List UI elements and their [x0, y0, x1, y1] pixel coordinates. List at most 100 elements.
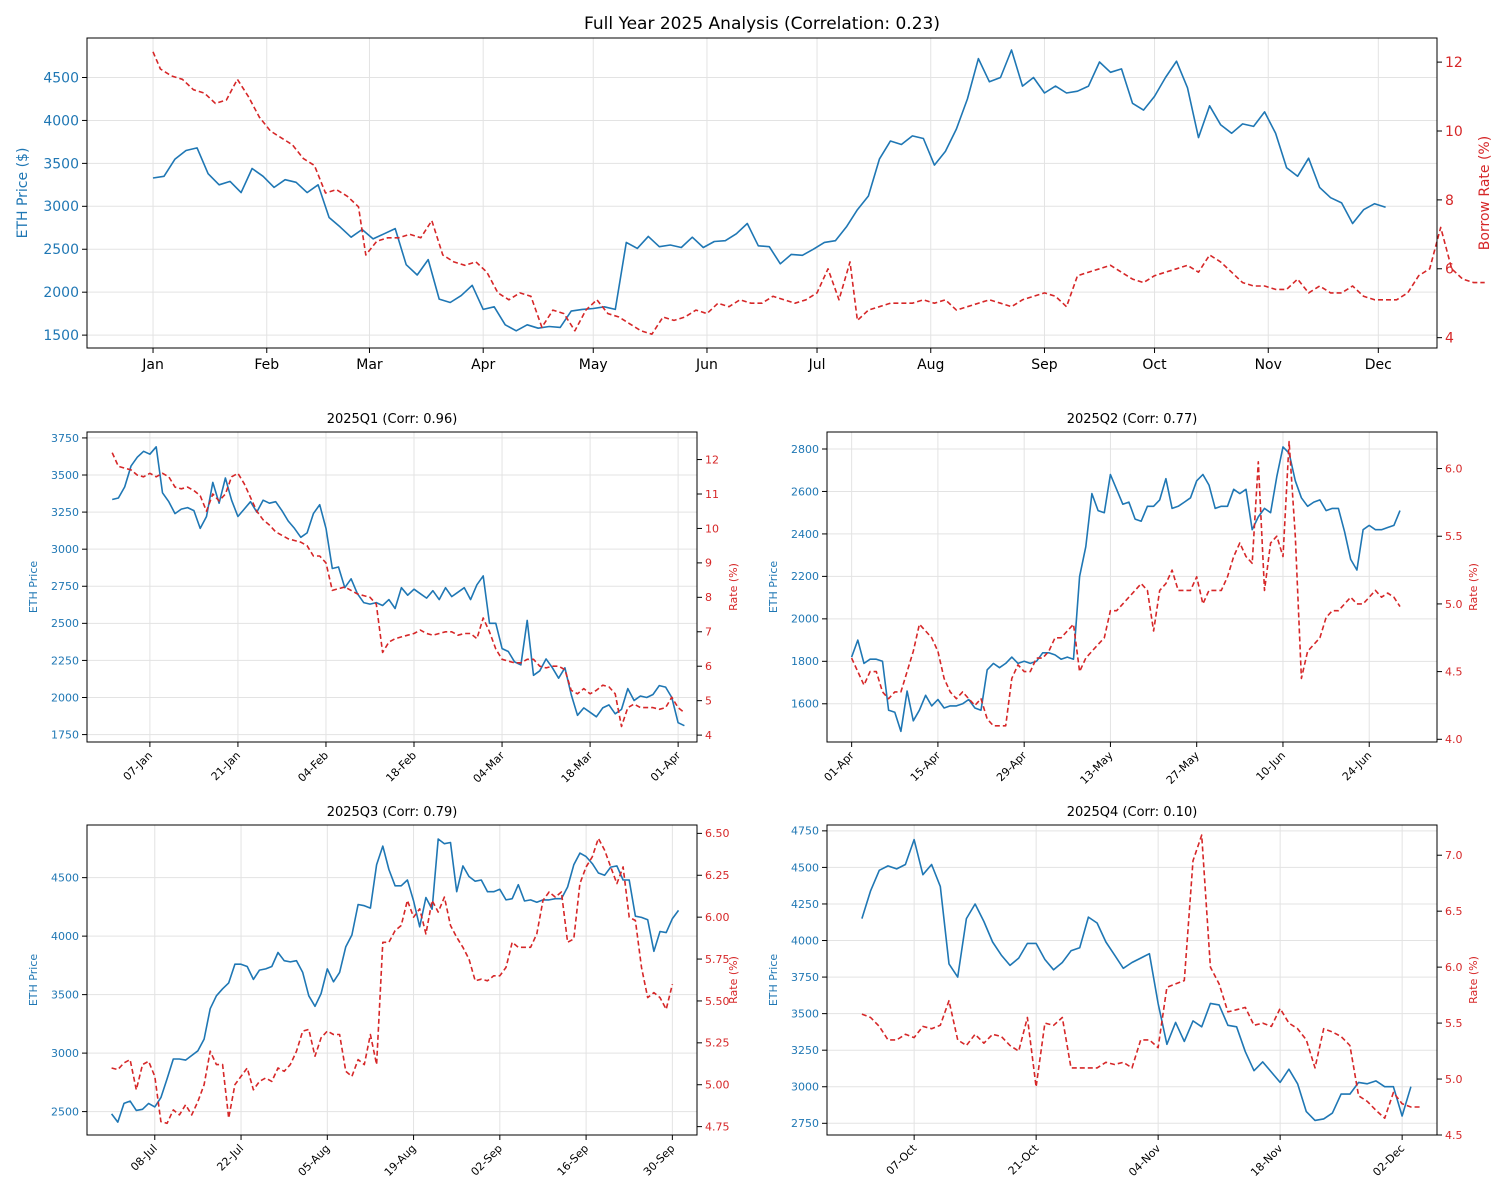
xtick-label: Dec — [1365, 357, 1392, 373]
ytick-label-left: 3500 — [791, 1007, 819, 1020]
ytick-label-right: 5.5 — [1445, 530, 1463, 543]
plot-frame — [826, 431, 1438, 743]
xtick-label: 21-Jan — [209, 749, 243, 783]
xtick-label: 02-Sep — [468, 1142, 505, 1179]
ytick-label-right: 4.5 — [1445, 665, 1463, 678]
eth-price-line-full — [152, 49, 1386, 332]
ytick-label-left: 3250 — [51, 506, 79, 519]
eth-price-line-q2 — [850, 446, 1401, 733]
xtick-label: 07-Jan — [121, 749, 155, 783]
ytick-label-right: 6 — [1445, 262, 1454, 278]
ytick-label-left: 2800 — [791, 443, 819, 456]
xtick-label: Sep — [1031, 357, 1058, 373]
ytick-label-right: 6.5 — [1445, 905, 1463, 918]
borrow-rate-line-q3 — [111, 837, 674, 1125]
ytick-label-right: 5.25 — [705, 1037, 730, 1050]
ytick-label-left: 4000 — [791, 934, 819, 947]
plot-frame — [86, 37, 1438, 349]
ylabel-right: Rate (%) — [1467, 956, 1480, 1004]
ytick-label-left: 2600 — [791, 485, 819, 498]
ytick-label-right: 6.0 — [1445, 961, 1463, 974]
ytick-label-left: 2750 — [51, 580, 79, 593]
xtick-label: Apr — [471, 357, 495, 373]
ytick-label-right: 4.5 — [1445, 1129, 1463, 1142]
ytick-label-right: 4.75 — [705, 1120, 730, 1133]
xtick-label: 18-Feb — [383, 749, 419, 785]
xtick-label: Jun — [695, 357, 718, 373]
ytick-label-left: 3000 — [43, 199, 79, 215]
ytick-label-right: 4 — [705, 729, 712, 742]
ytick-label-right: 4 — [1445, 331, 1454, 347]
ylabel-right: Rate (%) — [727, 563, 740, 611]
ytick-label-left: 2000 — [51, 691, 79, 704]
ytick-label-left: 2500 — [51, 1105, 79, 1118]
ytick-label-left: 2500 — [43, 242, 79, 258]
ytick-label-left: 3000 — [51, 543, 79, 556]
ytick-label-left: 4500 — [791, 861, 819, 874]
borrow-rate-line-q2 — [850, 440, 1401, 727]
ytick-label-right: 12 — [705, 453, 719, 466]
plot-frame — [86, 824, 698, 1136]
ytick-label-right: 5.50 — [705, 995, 730, 1008]
ytick-label-right: 5.5 — [1445, 1017, 1463, 1030]
ytick-label-left: 4500 — [51, 871, 79, 884]
ytick-label-left: 1500 — [43, 328, 79, 344]
plot-frame — [826, 824, 1438, 1136]
ylabel-right: Rate (%) — [727, 956, 740, 1004]
ytick-label-right: 4.0 — [1445, 733, 1463, 746]
xtick-label: 18-Nov — [1248, 1142, 1285, 1179]
ytick-label-right: 5.0 — [1445, 1073, 1463, 1086]
xtick-label: 30-Sep — [641, 1142, 678, 1179]
ylabel-right: Rate (%) — [1467, 563, 1480, 611]
xtick-label: 02-Dec — [1370, 1142, 1407, 1179]
xtick-label: 24-Jun — [1340, 749, 1375, 784]
ytick-label-right: 5.00 — [705, 1079, 730, 1092]
ytick-label-right: 6 — [705, 660, 712, 673]
xtick-label: 04-Nov — [1126, 1142, 1163, 1179]
ytick-label-right: 10 — [1445, 124, 1463, 140]
xtick-label: 29-Apr — [994, 749, 1030, 785]
xtick-label: Oct — [1142, 357, 1167, 373]
chart-title: 2025Q4 (Corr: 0.10) — [1067, 805, 1198, 820]
xtick-label: 01-Apr — [648, 749, 684, 785]
xtick-label: 10-Jun — [1254, 749, 1289, 784]
ytick-label-left: 2400 — [791, 528, 819, 541]
ytick-label-right: 12 — [1445, 55, 1463, 71]
ylabel-left: ETH Price — [767, 561, 780, 614]
ytick-label-left: 3000 — [791, 1081, 819, 1094]
xtick-label: Feb — [254, 357, 279, 373]
ytick-label-left: 2200 — [791, 570, 819, 583]
chart-panel-q4: 2750 3000 3250 3500 3750 4000 4250 4500 4750 4.5 5… — [767, 805, 1480, 1179]
ytick-label-left: 4000 — [51, 930, 79, 943]
ytick-label-left: 4500 — [43, 70, 79, 86]
xtick-label: 27-May — [1164, 749, 1202, 787]
ytick-label-right: 5.75 — [705, 953, 730, 966]
chart-title: Full Year 2025 Analysis (Correlation: 0.… — [584, 14, 940, 34]
xtick-label: Nov — [1255, 357, 1282, 373]
chart-title: 2025Q3 (Corr: 0.79) — [327, 805, 458, 820]
ytick-label-right: 6.0 — [1445, 462, 1463, 475]
chart-panel-full: 1500 2000 2500 3000 3500 4000 4500 4 6 8 10 12 Jan Fe… — [15, 14, 1493, 373]
chart-panel-q2: 1600 1800 2000 2200 2400 2600 2800 4.0 4.5 5.0 5.5… — [767, 412, 1480, 787]
eth-price-line-q3 — [110, 838, 680, 1123]
xtick-label: 16-Sep — [555, 1142, 592, 1179]
ytick-label-left: 1800 — [791, 655, 819, 668]
ylabel-left: ETH Price — [767, 954, 780, 1007]
ytick-label-left: 1750 — [51, 728, 79, 741]
ylabel-right: Borrow Rate (%) — [1477, 136, 1493, 250]
xtick-label: 19-Aug — [382, 1142, 419, 1179]
ytick-label-left: 2750 — [791, 1117, 819, 1130]
ytick-label-left: 2250 — [51, 654, 79, 667]
ylabel-left: ETH Price — [27, 561, 40, 614]
xtick-label: Mar — [356, 357, 383, 373]
xtick-label: 08-Jul — [128, 1142, 160, 1174]
ytick-label-left: 3250 — [791, 1044, 819, 1057]
ytick-label-left: 1600 — [791, 698, 819, 711]
xtick-label: Jul — [808, 357, 826, 373]
ytick-label-right: 5.0 — [1445, 598, 1463, 611]
ytick-label-left: 3500 — [51, 469, 79, 482]
xtick-label: 18-Mar — [559, 749, 596, 786]
ytick-label-right: 8 — [1445, 193, 1454, 209]
chart-title: 2025Q1 (Corr: 0.96) — [327, 412, 458, 427]
